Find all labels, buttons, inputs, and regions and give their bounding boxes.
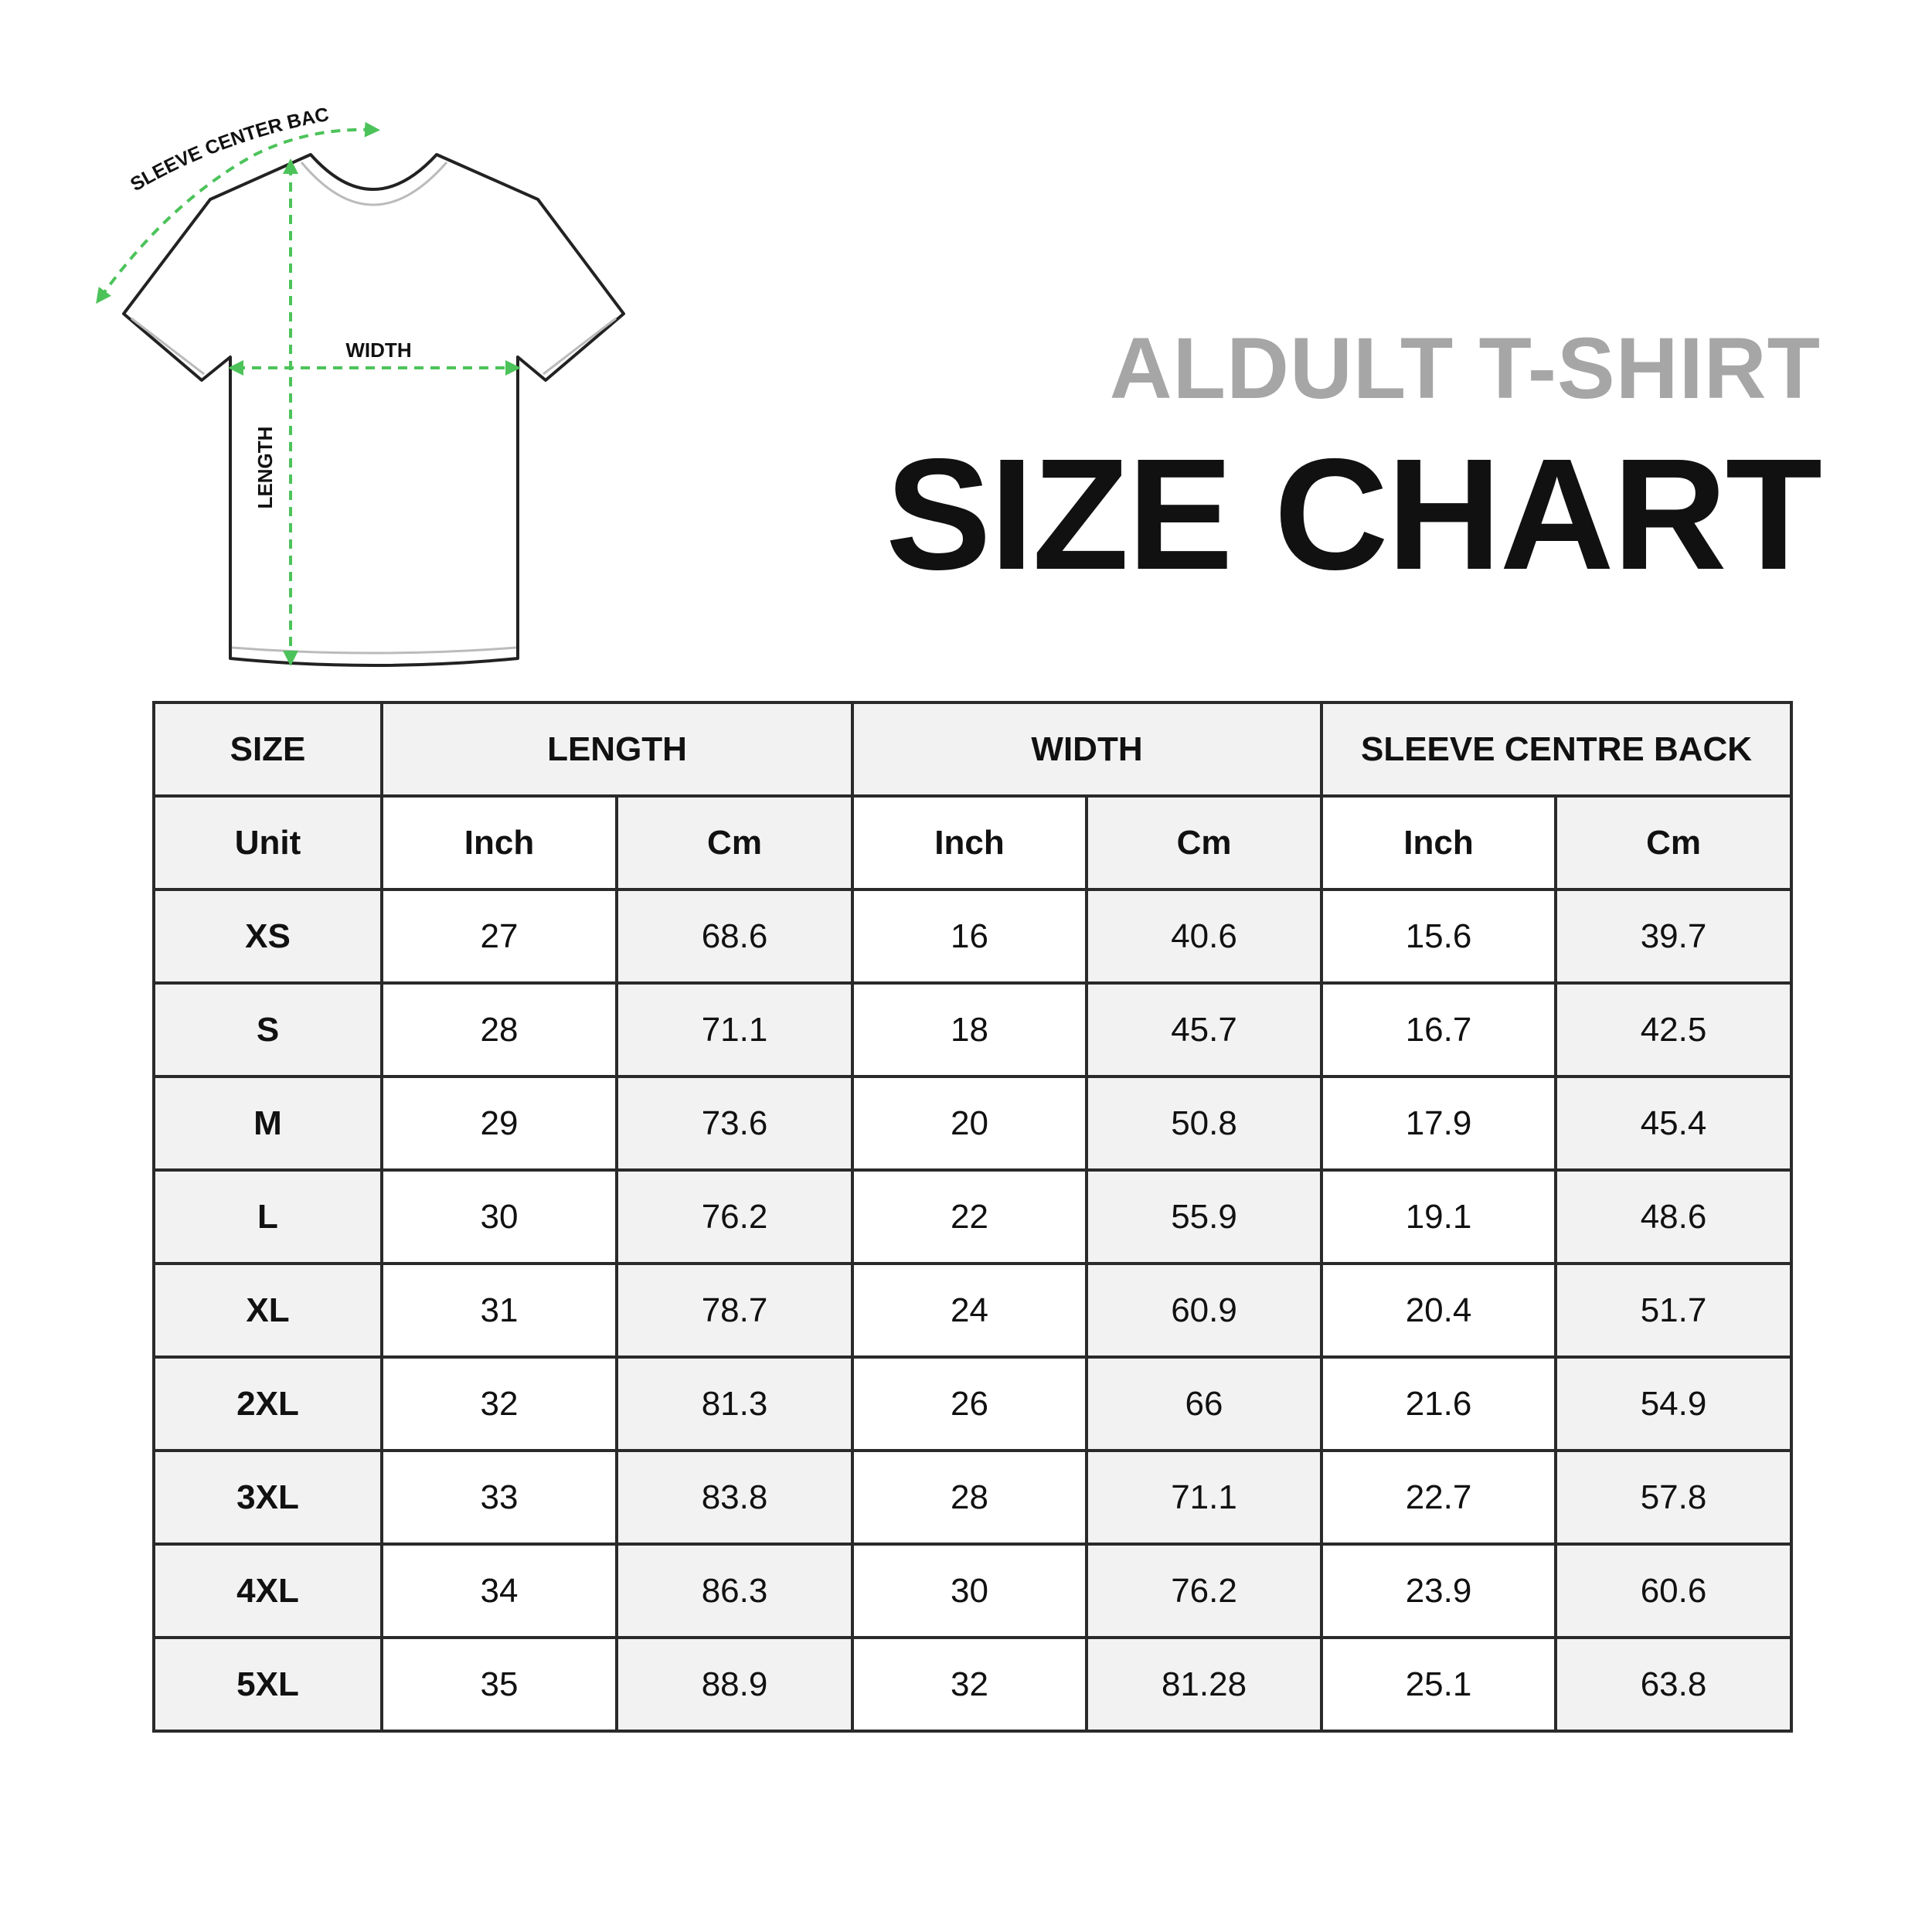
size-label: XS: [152, 888, 383, 985]
table-cell: 45.7: [1085, 981, 1324, 1078]
table-cell: 88.9: [614, 1636, 855, 1733]
sleeve-arrow: [96, 121, 380, 304]
table-row: XS 27 68.6 16 40.6 15.6 39.7: [152, 888, 1794, 985]
table-cell: 40.6: [1085, 888, 1324, 985]
table-cell: 24: [851, 1262, 1089, 1359]
table-cell: 63.8: [1554, 1636, 1794, 1733]
table-cell: 35: [380, 1636, 618, 1733]
table-cell: 60.9: [1085, 1262, 1324, 1359]
table-cell: 26: [851, 1355, 1089, 1452]
size-label: XL: [152, 1262, 383, 1359]
table-cell: 81.3: [614, 1355, 855, 1452]
header-size: SIZE: [152, 701, 383, 798]
table-cell: 71.1: [1085, 1449, 1324, 1546]
header-length: LENGTH: [379, 701, 855, 798]
size-label: 2XL: [152, 1355, 383, 1452]
header-sleeve-centre-back: SLEEVE CENTRE BACK: [1320, 701, 1794, 798]
table-cell: 66: [1085, 1355, 1324, 1452]
table-cell: 83.8: [614, 1449, 855, 1546]
table-cell: 33: [380, 1449, 618, 1546]
size-label: M: [152, 1075, 383, 1172]
table-cell: 76.2: [1085, 1543, 1324, 1639]
size-label: S: [152, 981, 383, 1078]
header-unit-inch: Inch: [1320, 794, 1558, 891]
table-row: 3XL 33 83.8 28 71.1 22.7 57.8: [152, 1449, 1794, 1546]
table-cell: 19.1: [1320, 1168, 1558, 1265]
header-unit-inch: Inch: [380, 794, 618, 891]
table-cell: 22.7: [1320, 1449, 1558, 1546]
table-cell: 28: [380, 981, 618, 1078]
table-cell: 73.6: [614, 1075, 855, 1172]
header-unit-cm: Cm: [614, 794, 855, 891]
table-cell: 21.6: [1320, 1355, 1558, 1452]
tshirt-seams: [131, 162, 617, 655]
table-cell: 86.3: [614, 1543, 855, 1639]
header-width: WIDTH: [851, 701, 1324, 798]
table-cell: 15.6: [1320, 888, 1558, 985]
table-cell: 42.5: [1554, 981, 1794, 1078]
table-row: 2XL 32 81.3 26 66 21.6 54.9: [152, 1355, 1794, 1452]
size-chart-table: SIZE LENGTH WIDTH SLEEVE CENTRE BACK Unit Inc…: [152, 701, 1794, 1733]
table-cell: 20.4: [1320, 1262, 1558, 1359]
header-unit-cm: Cm: [1554, 794, 1794, 891]
table-cell: 17.9: [1320, 1075, 1558, 1172]
table-row: S 28 71.1 18 45.7 16.7 42.5: [152, 981, 1794, 1078]
table-row: 4XL 34 86.3 30 76.2 23.9 60.6: [152, 1543, 1794, 1639]
table-cell: 27: [380, 888, 618, 985]
table-row: M 29 73.6 20 50.8 17.9 45.4: [152, 1075, 1794, 1172]
table-cell: 78.7: [614, 1262, 855, 1359]
size-label: 4XL: [152, 1543, 383, 1639]
table-cell: 34: [380, 1543, 618, 1639]
table-cell: 51.7: [1554, 1262, 1794, 1359]
table-cell: 23.9: [1320, 1543, 1558, 1639]
table-cell: 31: [380, 1262, 618, 1359]
table-cell: 68.6: [614, 888, 855, 985]
table-cell: 39.7: [1554, 888, 1794, 985]
table-cell: 54.9: [1554, 1355, 1794, 1452]
table-cell: 16.7: [1320, 981, 1558, 1078]
table-cell: 71.1: [614, 981, 855, 1078]
table-cell: 32: [851, 1636, 1089, 1733]
table-cell: 57.8: [1554, 1449, 1794, 1546]
header-unit-cm: Cm: [1085, 794, 1324, 891]
table-cell: 16: [851, 888, 1089, 985]
table-row: 5XL 35 88.9 32 81.28 25.1 63.8: [152, 1636, 1794, 1733]
measurement-arrows: [96, 121, 521, 666]
page-title: SIZE CHART: [886, 426, 1822, 603]
length-label: LENGTH: [253, 427, 277, 509]
size-label: 5XL: [152, 1636, 383, 1733]
size-label: 3XL: [152, 1449, 383, 1546]
width-label: WIDTH: [345, 338, 411, 362]
table-cell: 20: [851, 1075, 1089, 1172]
header-row-groups: SIZE LENGTH WIDTH SLEEVE CENTRE BACK: [152, 701, 1794, 798]
table-cell: 60.6: [1554, 1543, 1794, 1639]
tshirt-measurement-diagram: SLEEVE CENTER BACK WIDTH LENGTH: [0, 0, 625, 667]
table-cell: 29: [380, 1075, 618, 1172]
product-subtitle: ALDULT T-SHIRT: [1109, 320, 1821, 417]
header-unit-inch: Inch: [851, 794, 1089, 891]
table-row: XL 31 78.7 24 60.9 20.4 51.7: [152, 1262, 1794, 1359]
table-cell: 25.1: [1320, 1636, 1558, 1733]
table-cell: 28: [851, 1449, 1089, 1546]
header-row-units: Unit Inch Cm Inch Cm Inch Cm: [152, 794, 1794, 891]
table-cell: 45.4: [1554, 1075, 1794, 1172]
table-cell: 18: [851, 981, 1089, 1078]
table-cell: 48.6: [1554, 1168, 1794, 1265]
tshirt-outline: [122, 153, 625, 667]
table-cell: 30: [851, 1543, 1089, 1639]
table-cell: 50.8: [1085, 1075, 1324, 1172]
table-cell: 76.2: [614, 1168, 855, 1265]
table-row: L 30 76.2 22 55.9 19.1 48.6: [152, 1168, 1794, 1265]
table-cell: 81.28: [1085, 1636, 1324, 1733]
header-unit: Unit: [152, 794, 383, 891]
size-label: L: [152, 1168, 383, 1265]
table-cell: 30: [380, 1168, 618, 1265]
table-cell: 22: [851, 1168, 1089, 1265]
table-cell: 55.9: [1085, 1168, 1324, 1265]
table-cell: 32: [380, 1355, 618, 1452]
